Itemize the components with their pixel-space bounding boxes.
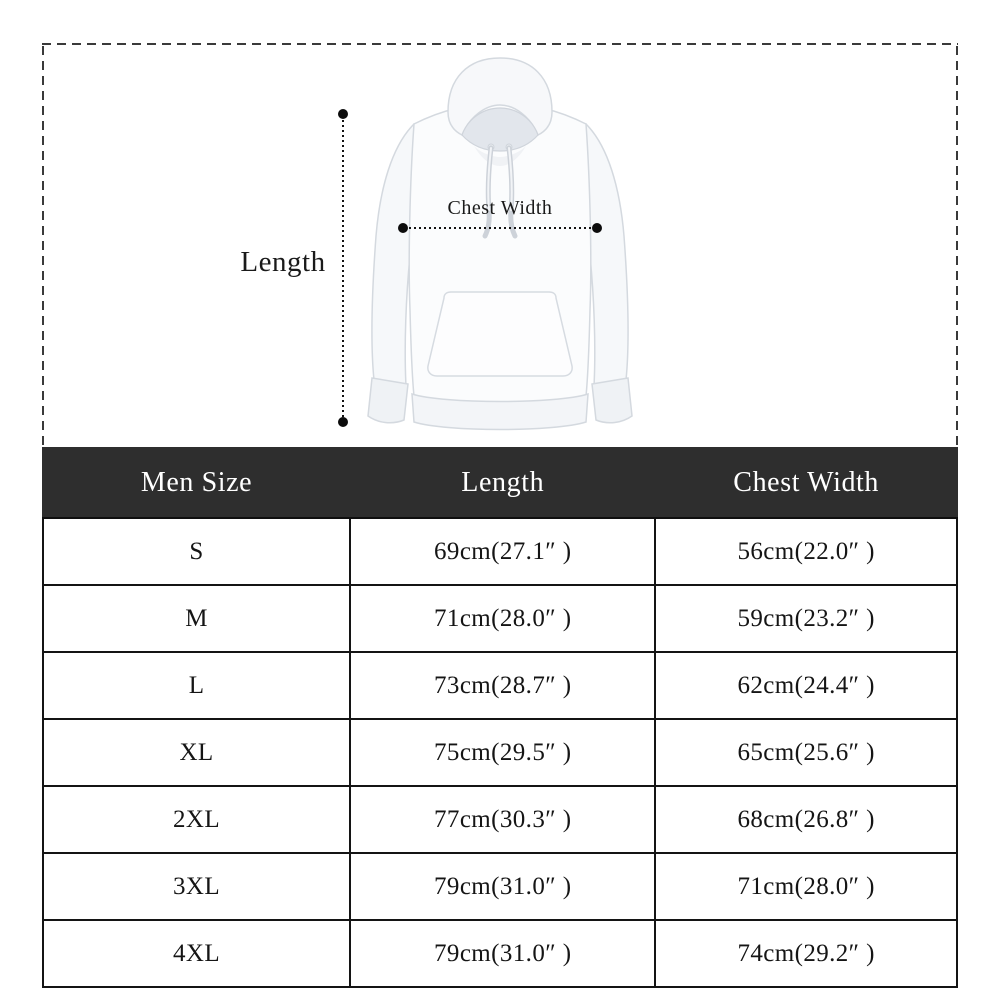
chest-cell: 68cm(26.8″ )	[654, 785, 958, 854]
length-measure-dot-top	[338, 109, 348, 119]
size-table-header-row: Men Size Length Chest Width	[41, 447, 958, 519]
table-row-4xl: 4XL 79cm(31.0″ ) 74cm(29.2″ )	[41, 919, 958, 988]
table-row-m: M 71cm(28.0″ ) 59cm(23.2″ )	[41, 584, 958, 653]
chest-cell: 56cm(22.0″ )	[654, 517, 958, 586]
table-row-xl: XL 75cm(29.5″ ) 65cm(25.6″ )	[41, 718, 958, 787]
size-cell: S	[41, 517, 352, 586]
chest-cell: 65cm(25.6″ )	[654, 718, 958, 787]
header-length: Length	[349, 447, 657, 519]
chest-cell: 62cm(24.4″ )	[654, 651, 958, 720]
hoodie-drawstring-left-highlight	[487, 147, 492, 211]
hoodie-left-cuff	[367, 377, 409, 424]
header-men-size: Men Size	[41, 447, 352, 519]
size-cell: 2XL	[41, 785, 352, 854]
hoodie-drawstring-right-highlight	[508, 147, 513, 211]
table-row-l: L 73cm(28.7″ ) 62cm(24.4″ )	[41, 651, 958, 720]
length-measure-dot-bottom	[338, 417, 348, 427]
length-cell: 71cm(28.0″ )	[349, 584, 657, 653]
length-cell: 69cm(27.1″ )	[349, 517, 657, 586]
chest-cell: 59cm(23.2″ )	[654, 584, 958, 653]
size-table: Men Size Length Chest Width S 69cm(27.1″…	[41, 447, 958, 988]
hoodie-hood-opening	[461, 107, 539, 152]
size-cell: M	[41, 584, 352, 653]
hoodie-pocket	[427, 291, 573, 377]
hoodie-right-cuff	[591, 377, 633, 424]
table-row-3xl: 3XL 79cm(31.0″ ) 71cm(28.0″ )	[41, 852, 958, 921]
table-row-2xl: 2XL 77cm(30.3″ ) 68cm(26.8″ )	[41, 785, 958, 854]
chest-cell: 74cm(29.2″ )	[654, 919, 958, 988]
table-row-s: S 69cm(27.1″ ) 56cm(22.0″ )	[41, 517, 958, 586]
length-label: Length	[240, 246, 326, 278]
length-cell: 79cm(31.0″ )	[349, 919, 657, 988]
size-cell: XL	[41, 718, 352, 787]
size-cell: L	[41, 651, 352, 720]
length-cell: 79cm(31.0″ )	[349, 852, 657, 921]
chest-cell: 71cm(28.0″ )	[654, 852, 958, 921]
hoodie-neckline	[474, 146, 526, 166]
size-cell: 4XL	[41, 919, 352, 988]
length-measure-line	[342, 114, 344, 422]
length-cell: 77cm(30.3″ )	[349, 785, 657, 854]
chest-width-label: Chest Width	[447, 197, 553, 219]
hoodie-hem	[411, 392, 589, 431]
chest-width-dot-left	[398, 223, 408, 233]
header-chest-width: Chest Width	[654, 447, 958, 519]
length-cell: 75cm(29.5″ )	[349, 718, 657, 787]
chest-width-measure-line	[404, 227, 596, 229]
length-cell: 73cm(28.7″ )	[349, 651, 657, 720]
chest-width-dot-right	[592, 223, 602, 233]
size-cell: 3XL	[41, 852, 352, 921]
hoodie-image	[367, 57, 633, 431]
